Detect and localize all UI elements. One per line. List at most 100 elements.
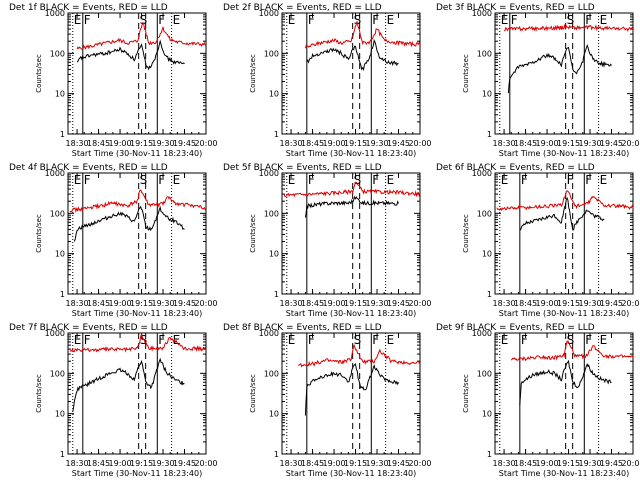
x-axis-label: Start Time (30-Nov-11 18:23:40) xyxy=(499,149,629,158)
interval-marker-label: F xyxy=(585,173,592,187)
lld-series-line xyxy=(76,21,207,51)
detector-panel: Det 5f BLACK = Events, RED = LLD 1 10 100 10… xyxy=(223,163,432,318)
interval-marker-label: E xyxy=(74,333,82,347)
x-tick-label: 18:30 xyxy=(66,459,89,468)
lld-series-line xyxy=(496,190,634,212)
x-tick-label: 19:30 xyxy=(365,139,388,148)
plot-frame xyxy=(281,172,421,295)
x-tick-label: 19:15 xyxy=(557,139,580,148)
panel-title: Det 9f BLACK = Events, RED = LLD xyxy=(436,323,595,333)
y-tick-label: 1 xyxy=(60,130,65,139)
x-tick-label: 19:30 xyxy=(151,139,174,148)
y-tick-label: 1 xyxy=(60,450,65,459)
x-tick-label: 19:15 xyxy=(344,139,367,148)
x-tick-label: 19:30 xyxy=(151,459,174,468)
interval-marker-label: F xyxy=(158,173,165,187)
interval-marker-label: F xyxy=(521,333,528,347)
x-tick-label: 20:00 xyxy=(408,139,431,148)
plot-frame xyxy=(494,332,634,455)
x-tick-label: 18:45 xyxy=(87,299,110,308)
detector-panel: Det 4f BLACK = Events, RED = LLD 1 10 100 10… xyxy=(9,163,218,318)
interval-marker-label: F xyxy=(585,13,592,27)
interval-marker-label: E xyxy=(288,333,296,347)
x-tick-label: 19:30 xyxy=(578,299,601,308)
interval-marker-label: F xyxy=(372,13,379,27)
y-tick-label: 100 xyxy=(477,369,492,378)
y-tick-label: 1000 xyxy=(472,9,492,18)
x-tick-label: 19:00 xyxy=(536,299,559,308)
x-tick-label: 19:15 xyxy=(130,459,153,468)
x-tick-label: 19:45 xyxy=(387,459,410,468)
panel-title: Det 6f BLACK = Events, RED = LLD xyxy=(436,163,595,173)
interval-marker-label: E xyxy=(74,173,82,187)
y-tick-label: 10 xyxy=(55,90,65,99)
y-tick-label: 10 xyxy=(55,250,65,259)
detector-panel: Det 8f BLACK = Events, RED = LLD 1 10 100 10… xyxy=(223,323,432,478)
x-tick-label: 19:00 xyxy=(323,139,346,148)
x-tick-label: 20:00 xyxy=(621,299,640,308)
x-tick-label: 19:15 xyxy=(130,139,153,148)
x-tick-label: 19:45 xyxy=(600,299,623,308)
interval-marker-label: S xyxy=(567,13,575,27)
x-tick-label: 19:00 xyxy=(536,139,559,148)
panel-title: Det 5f BLACK = Events, RED = LLD xyxy=(223,163,382,173)
interval-marker-label: E xyxy=(600,333,608,347)
lld-series-line xyxy=(69,333,207,353)
interval-marker-label: F xyxy=(84,13,91,27)
x-tick-label: 18:45 xyxy=(514,299,537,308)
y-tick-label: 1 xyxy=(274,130,279,139)
x-tick-label: 20:00 xyxy=(621,139,640,148)
events-series-line xyxy=(304,362,399,416)
interval-marker-label: F xyxy=(585,333,592,347)
x-tick-label: 19:00 xyxy=(536,459,559,468)
x-tick-label: 20:00 xyxy=(194,299,217,308)
plot-frame xyxy=(67,12,207,135)
interval-marker-label: S xyxy=(140,333,148,347)
x-tick-label: 19:45 xyxy=(600,459,623,468)
interval-marker-label: E xyxy=(501,13,509,27)
x-tick-label: 20:00 xyxy=(408,299,431,308)
panel-title: Det 4f BLACK = Events, RED = LLD xyxy=(9,163,168,173)
x-tick-label: 19:15 xyxy=(557,299,580,308)
y-tick-label: 100 xyxy=(264,209,279,218)
y-axis-label: Counts/sec xyxy=(249,374,257,413)
x-tick-label: 18:30 xyxy=(66,299,89,308)
lld-series-line xyxy=(69,189,207,213)
events-series-line xyxy=(519,359,612,406)
y-tick-label: 100 xyxy=(264,369,279,378)
y-tick-label: 1000 xyxy=(45,9,65,18)
interval-marker-label: F xyxy=(158,333,165,347)
panel-title: Det 1f BLACK = Events, RED = LLD xyxy=(9,3,168,13)
interval-marker-label: E xyxy=(288,13,296,27)
panel-title: Det 3f BLACK = Events, RED = LLD xyxy=(436,3,595,13)
interval-marker-label: F xyxy=(511,13,518,27)
interval-marker-label: E xyxy=(501,333,509,347)
x-axis-label: Start Time (30-Nov-11 18:23:40) xyxy=(286,149,416,158)
interval-marker-label: F xyxy=(84,333,91,347)
x-axis-label: Start Time (30-Nov-11 18:23:40) xyxy=(499,309,629,318)
interval-marker-label: F xyxy=(308,333,315,347)
lld-series-line xyxy=(503,23,634,32)
y-tick-label: 100 xyxy=(477,209,492,218)
interval-marker-label: F xyxy=(308,173,315,187)
y-tick-label: 1 xyxy=(274,290,279,299)
x-tick-label: 19:00 xyxy=(109,299,132,308)
detector-panel: Det 1f BLACK = Events, RED = LLD 1 10 100 10… xyxy=(9,3,218,158)
events-series-line xyxy=(76,39,185,71)
x-tick-label: 19:45 xyxy=(387,299,410,308)
lld-series-line xyxy=(298,344,420,368)
interval-marker-label: E xyxy=(387,173,395,187)
panel-title: Det 2f BLACK = Events, RED = LLD xyxy=(223,3,382,13)
y-tick-label: 100 xyxy=(477,49,492,58)
x-tick-label: 20:00 xyxy=(621,459,640,468)
x-tick-label: 19:30 xyxy=(365,299,388,308)
x-axis-label: Start Time (30-Nov-11 18:23:40) xyxy=(72,149,202,158)
y-tick-label: 100 xyxy=(264,49,279,58)
x-tick-label: 19:00 xyxy=(323,459,346,468)
y-axis-label: Counts/sec xyxy=(462,374,470,413)
y-tick-label: 1 xyxy=(274,450,279,459)
interval-marker-label: F xyxy=(84,173,91,187)
events-series-line xyxy=(507,43,612,94)
interval-marker-label: S xyxy=(354,13,362,27)
x-tick-label: 19:15 xyxy=(344,299,367,308)
